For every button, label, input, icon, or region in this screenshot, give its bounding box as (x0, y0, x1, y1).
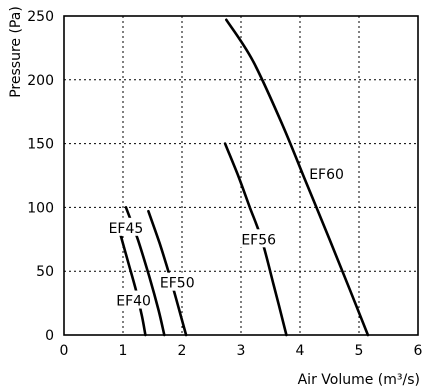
x-tick-label: 3 (237, 343, 246, 359)
curve-ef40 (118, 231, 147, 337)
x-tick-label: 2 (178, 343, 187, 359)
curve-label-backdrop (106, 217, 145, 236)
curves-layer: EF40 EF45 EF50 EF56 EF60 (106, 18, 370, 337)
curve-label-backdrop (239, 229, 278, 248)
curve-label-backdrop (307, 164, 346, 183)
x-axis-label: Air Volume (m³/s) (298, 372, 420, 388)
y-tick-label: 250 (27, 9, 54, 25)
y-tick-label: 200 (27, 73, 54, 89)
grid-lines (64, 16, 418, 335)
plot-frame (63, 15, 419, 336)
x-tick-label: 5 (355, 343, 364, 359)
curve-label-ef50: EF50 (160, 276, 195, 292)
curve-ef56 (223, 142, 288, 337)
curve-ef60 (225, 18, 370, 337)
curve-label-ef60: EF60 (309, 167, 344, 183)
y-tick-label: 0 (45, 328, 54, 344)
y-tick-labels: 0 50 100 150 200 250 (27, 9, 54, 344)
y-tick-label: 100 (27, 200, 54, 216)
x-tick-label: 1 (119, 343, 128, 359)
curve-label-ef45: EF45 (109, 221, 144, 237)
curve-label-backdrop (158, 272, 197, 291)
x-tick-label: 4 (296, 343, 305, 359)
curve-label-ef56: EF56 (241, 232, 276, 248)
x-tick-label: 6 (414, 343, 423, 359)
y-axis-label: Pressure (Pa) (8, 6, 24, 98)
curve-label-backdrop (114, 290, 153, 309)
x-tick-label: 0 (60, 343, 69, 359)
x-tick-labels: 0 1 2 3 4 5 6 (60, 343, 423, 359)
curve-label-ef40: EF40 (116, 294, 151, 310)
y-tick-label: 150 (27, 137, 54, 153)
y-tick-label: 50 (36, 264, 54, 280)
